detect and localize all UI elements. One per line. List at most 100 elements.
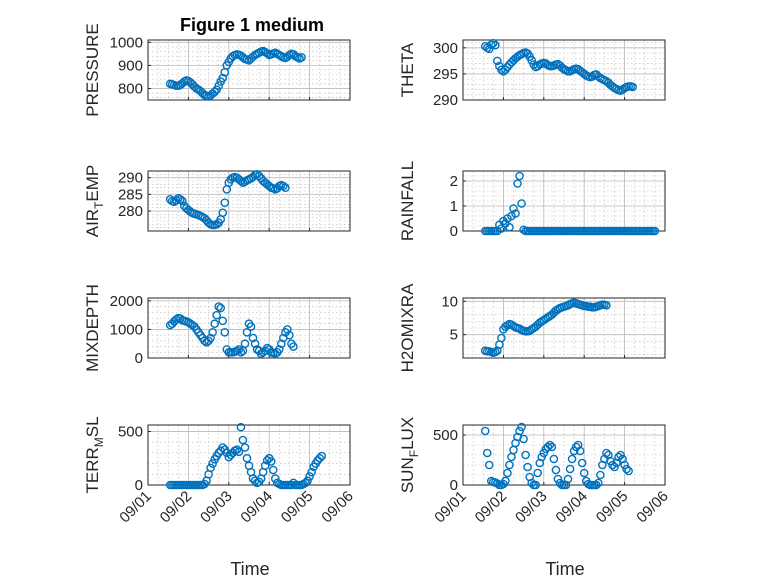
x-tick-label: 09/03 [197,488,236,527]
y-tick-label: 2 [450,173,458,190]
data-point [513,179,522,188]
data-point [208,459,217,468]
data-point [218,208,228,217]
data-point [279,181,288,191]
data-point [521,450,530,460]
panel-pressure: 800 900 1000 PRESSURE [83,23,351,117]
data-point [220,327,230,337]
y-tick-label: 1000 [110,34,143,51]
y-tick-label: 10 [441,293,458,310]
figure-title: Figure 1 medium [180,15,324,35]
data-point [596,470,605,480]
data-point [281,183,290,192]
data-point [620,460,629,470]
y-axis-label: AIRTEMP [83,165,106,238]
data-point [234,447,244,457]
data-point [537,452,547,462]
data-point [622,464,631,474]
data-point [285,330,294,340]
data-point [565,464,575,474]
y-axis-label: MIXDEPTH [83,284,102,372]
data-point [240,443,250,452]
data-point [301,478,310,488]
y-tick-label: 1000 [110,321,143,338]
data-point [216,303,226,313]
data-point [563,474,573,484]
data-point [587,72,597,81]
data-point [650,226,660,236]
data-point [553,474,563,484]
y-tick-label: 0 [135,350,143,367]
data-point [602,301,611,310]
data-point [206,333,215,343]
data-point [218,443,228,452]
data-point [614,452,623,462]
y-tick-label: 500 [118,423,143,440]
data-point [268,465,278,475]
data-point [628,82,637,92]
data-point [240,339,250,349]
y-tick-label: 295 [433,66,458,83]
data-point [523,462,532,472]
data-point [178,196,187,206]
data-point [527,478,536,488]
data-point [509,204,518,213]
data-point [505,460,514,470]
data-point [283,325,292,334]
x-tick-label: 09/02 [472,488,511,527]
y-tick-label: 290 [433,92,458,109]
data-point [575,446,585,456]
data-point [242,453,252,463]
data-point [482,448,492,458]
x-tick-label: 09/02 [157,488,196,527]
data-point [545,440,555,450]
y-axis-label: RAINFALL [398,161,417,241]
panel-h2omixra: 5 10 H2OMIXRA [398,283,666,372]
y-tick-label: 0 [450,477,458,494]
data-point [577,458,587,468]
data-point [531,480,541,490]
data-point [579,468,589,478]
data-point [176,195,185,204]
data-point [547,442,557,452]
x-axis-label: Time [545,559,584,579]
data-point [305,472,314,481]
data-point [218,316,228,326]
data-point [493,479,502,488]
data-point [274,345,284,354]
y-tick-label: 900 [118,57,143,74]
x-tick-label: 09/06 [318,488,357,527]
data-point [246,322,256,331]
data-point [212,310,221,320]
axes-box [462,424,666,486]
x-tick-label: 09/05 [278,488,317,527]
data-point [210,87,219,97]
data-point [303,476,312,486]
y-axis-label: PRESSURE [83,23,102,117]
data-point [519,434,528,444]
y-tick-label: 0 [450,223,458,240]
data-point [511,209,520,218]
y-tick-label: 1 [450,198,458,215]
data-point [501,476,510,486]
data-point [515,426,524,436]
x-tick-label: 09/03 [512,488,551,527]
panel-rainfall: 0 1 2 RAINFALL [398,161,666,241]
data-point [171,196,181,205]
data-point [594,478,603,488]
data-point [242,327,252,337]
data-point [277,339,286,349]
data-point [317,451,327,461]
x-tick-label: 09/04 [552,488,591,527]
data-point [543,442,553,452]
axes-box [147,39,351,101]
data-point [505,222,514,232]
data-point [610,462,619,472]
data-point [491,40,500,50]
data-point [527,56,536,65]
data-point [592,480,601,490]
data-point [250,339,260,349]
data-point [488,38,498,48]
data-point [218,73,228,83]
